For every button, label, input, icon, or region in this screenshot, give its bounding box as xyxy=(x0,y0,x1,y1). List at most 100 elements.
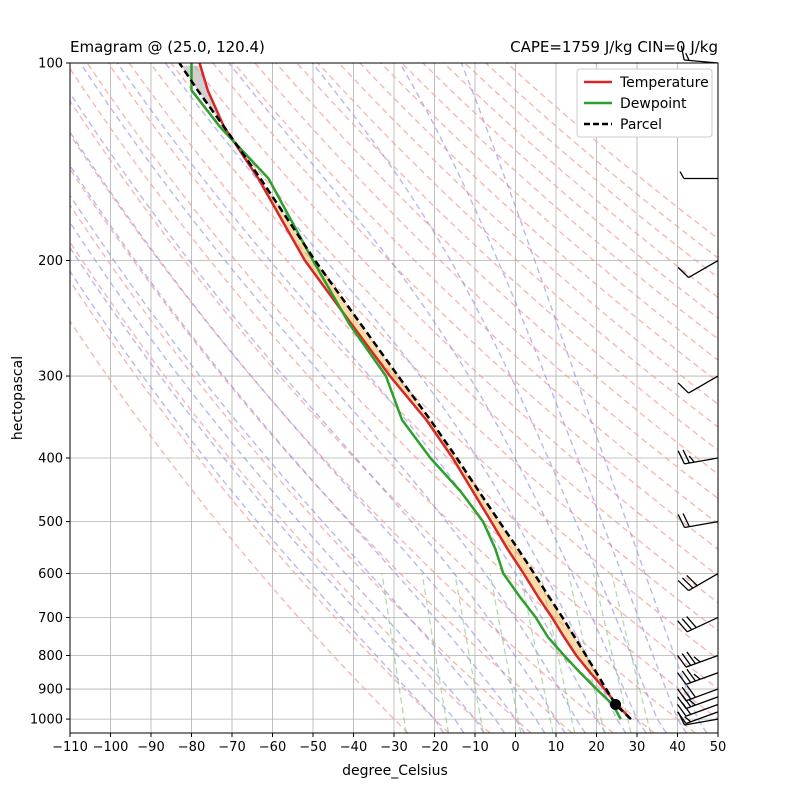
x-tick-label: −30 xyxy=(380,740,407,755)
dry-adiabat xyxy=(233,63,718,525)
mixing-ratio-line xyxy=(454,573,484,733)
wind-barb-flag xyxy=(680,45,685,61)
mixing-ratio-line xyxy=(540,573,576,733)
wind-barb-staff xyxy=(685,688,719,702)
x-tick-label: −100 xyxy=(93,740,129,755)
wind-barb-flag xyxy=(676,703,687,717)
wind-barb-staff xyxy=(685,703,719,717)
wind-barb-flag xyxy=(686,685,696,698)
legend-box xyxy=(576,68,713,138)
wind-barb-flag xyxy=(679,171,685,179)
wind-barb-flag xyxy=(682,513,691,527)
x-tick-label: −80 xyxy=(178,740,205,755)
reference-lines xyxy=(70,63,718,733)
wind-barb-flag xyxy=(686,574,698,587)
x-tick-label: 20 xyxy=(588,740,605,755)
x-tick-label: −10 xyxy=(461,740,488,755)
mixing-ratio-line xyxy=(421,573,450,733)
dry-adiabat xyxy=(70,203,532,733)
moist-adiabat xyxy=(460,63,708,733)
wind-barb-flag xyxy=(676,711,687,724)
dry-adiabat xyxy=(70,67,696,733)
x-tick-label: 40 xyxy=(669,740,686,755)
moist-adiabat xyxy=(70,270,445,733)
wind-barb-flag xyxy=(681,577,694,589)
dry-adiabat xyxy=(70,99,655,733)
wind-barb xyxy=(677,259,719,279)
wind-barb-staff xyxy=(688,572,719,592)
moist-adiabat xyxy=(70,164,526,733)
wind-barb-staff xyxy=(688,259,719,279)
moist-adiabat xyxy=(399,63,688,733)
moist-adiabat xyxy=(70,246,465,733)
wind-barb-flag xyxy=(677,620,688,633)
mixing-ratio-line xyxy=(567,573,606,733)
wind-barb-flag xyxy=(681,618,693,631)
wind-barb xyxy=(677,572,719,592)
x-tick-label: −40 xyxy=(340,740,367,755)
wind-barb xyxy=(680,45,719,64)
wind-barb xyxy=(676,685,719,702)
dry-adiabat xyxy=(296,63,718,452)
x-tick-label: −20 xyxy=(421,740,448,755)
moist-adiabat xyxy=(164,63,627,733)
wind-barb-flag xyxy=(677,382,690,394)
cape-area xyxy=(258,178,607,690)
x-tick-label: 0 xyxy=(511,740,519,755)
moist-adiabat xyxy=(228,63,647,733)
chart-title-left: Emagram @ (25.0, 120.4) xyxy=(70,38,265,56)
moist-adiabat xyxy=(70,194,505,733)
series-line-temperature xyxy=(198,63,632,720)
wind-barb-flag xyxy=(686,616,697,629)
x-tick-label: 50 xyxy=(710,740,727,755)
wind-barb-staff xyxy=(685,711,719,725)
dry-adiabat xyxy=(107,63,718,690)
wind-barb-flag xyxy=(681,653,692,666)
legend-temperature-label: Temperature xyxy=(619,75,709,91)
wind-barb-staff xyxy=(684,457,719,465)
y-tick-label: 1000 xyxy=(30,713,63,728)
y-tick-label: 200 xyxy=(38,254,63,269)
wind-barb-staff xyxy=(685,696,719,710)
legend: Temperature Dewpoint Parcel xyxy=(576,68,713,138)
moist-adiabat xyxy=(311,63,667,733)
y-tick-label: 500 xyxy=(38,515,63,530)
x-tick-label: −50 xyxy=(299,740,326,755)
wind-barb-staff xyxy=(685,672,719,686)
y-axis-label: hectopascal xyxy=(10,356,26,440)
wind-barb-staff xyxy=(684,718,719,726)
wind-barb-staff xyxy=(684,59,719,64)
wind-barb-flag xyxy=(693,673,701,680)
wind-barb-staff xyxy=(686,616,719,633)
wind-barb-flag xyxy=(677,514,686,528)
chart-title-right: CAPE=1759 J/kg CIN=0 J/kg xyxy=(510,38,718,56)
wind-barb-staff xyxy=(684,520,719,529)
series-line-dewpoint xyxy=(190,63,622,720)
x-tick-label: −60 xyxy=(259,740,286,755)
dry-adiabat xyxy=(443,63,718,299)
mixing-ratio-line xyxy=(489,573,522,733)
x-tick-label: 10 xyxy=(548,740,565,755)
wind-barb xyxy=(677,616,719,633)
dry-adiabat xyxy=(70,319,409,733)
dry-adiabat xyxy=(70,133,614,733)
y-tick-label: 800 xyxy=(38,649,63,664)
legend-dewpoint-label: Dewpoint xyxy=(620,96,687,112)
legend-parcel-label: Parcel xyxy=(620,117,662,133)
wind-barb-flag xyxy=(688,455,695,463)
mixing-ratio-line xyxy=(519,573,554,733)
mixing-ratio-line xyxy=(592,573,632,733)
moist-adiabat xyxy=(70,221,485,733)
wind-barb xyxy=(677,375,719,394)
wind-barb-flag xyxy=(677,450,686,465)
axis-layer: −110 −100 −90 −80 −70 −60 −50 −40 −30 −20 −10 0 10 20… xyxy=(30,57,726,756)
x-tick-label: −90 xyxy=(137,740,164,755)
x-tick-label: −110 xyxy=(52,740,88,755)
y-tick-label: 400 xyxy=(38,452,63,467)
series-line-parcel xyxy=(178,63,632,721)
moist-adiabat xyxy=(70,130,546,733)
wind-barb-flag xyxy=(676,654,687,668)
y-tick-label: 900 xyxy=(38,683,63,698)
wind-barb-staff xyxy=(685,654,719,668)
